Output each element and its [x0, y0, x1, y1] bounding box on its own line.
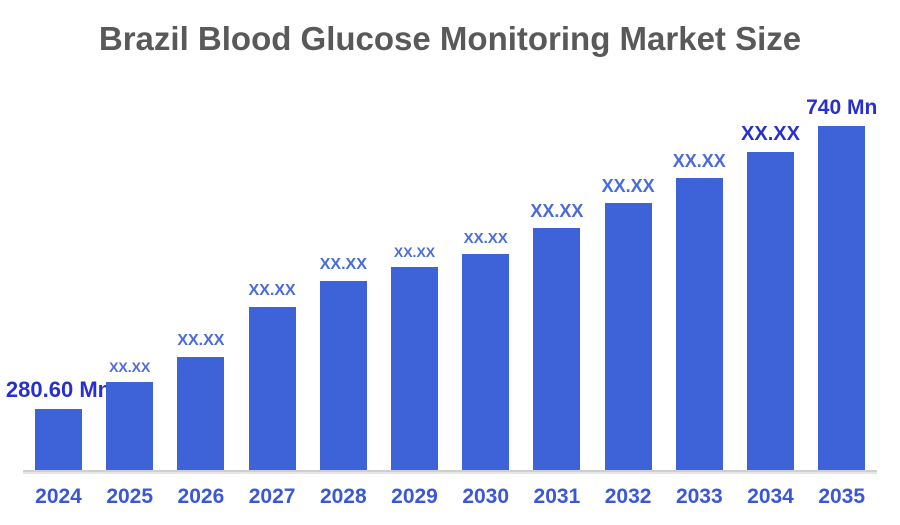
bar-2024	[35, 409, 82, 470]
bar-value-label-2034: XX.XX	[741, 123, 800, 145]
bar-2033	[675, 178, 723, 470]
bar-2035	[818, 126, 866, 470]
bar-2026	[177, 357, 225, 470]
x-axis-label-2026: 2026	[177, 485, 225, 508]
bar-2025	[106, 382, 154, 470]
bar-value-label-2033: XX.XX	[672, 151, 726, 171]
bar-value-label-2025: XX.XX	[109, 359, 151, 375]
bar-2032	[604, 203, 652, 470]
x-axis-label-2030: 2030	[462, 485, 510, 508]
x-axis-label-2025: 2025	[106, 485, 154, 508]
bar-value-label-2029: XX.XX	[393, 244, 436, 260]
bar-value-label-2028: XX.XX	[319, 256, 367, 273]
bar-value-label-2024: 280.60 Mn	[5, 377, 112, 402]
bar-value-label-2031: XX.XX	[530, 201, 584, 221]
chart-title: Brazil Blood Glucose Monitoring Market S…	[98, 20, 802, 57]
bar-2029	[391, 267, 438, 470]
bar-2027	[248, 307, 296, 470]
x-axis-label-2031: 2031	[533, 485, 581, 508]
bar-value-label-2030: XX.XX	[463, 230, 508, 247]
x-axis-line	[23, 470, 877, 472]
x-axis-label-2032: 2032	[604, 485, 652, 508]
bar-value-label-2027: XX.XX	[248, 282, 296, 299]
bar-value-label-2035: 740 Mn	[806, 96, 878, 119]
x-axis-label-2035: 2035	[818, 485, 866, 508]
x-axis-label-2034: 2034	[747, 485, 794, 508]
x-axis-label-2028: 2028	[319, 485, 367, 508]
x-axis-label-2029: 2029	[391, 485, 438, 508]
x-axis-label-2024: 2024	[35, 485, 82, 508]
bar-2028	[319, 281, 367, 470]
x-axis-label-2027: 2027	[248, 485, 296, 508]
bar-2034	[747, 152, 794, 470]
bar-2030	[462, 254, 510, 470]
bar-value-label-2026: XX.XX	[177, 332, 225, 349]
bar-2031	[533, 228, 581, 470]
x-axis-label-2033: 2033	[675, 485, 723, 508]
bar-value-label-2032: XX.XX	[601, 176, 655, 196]
